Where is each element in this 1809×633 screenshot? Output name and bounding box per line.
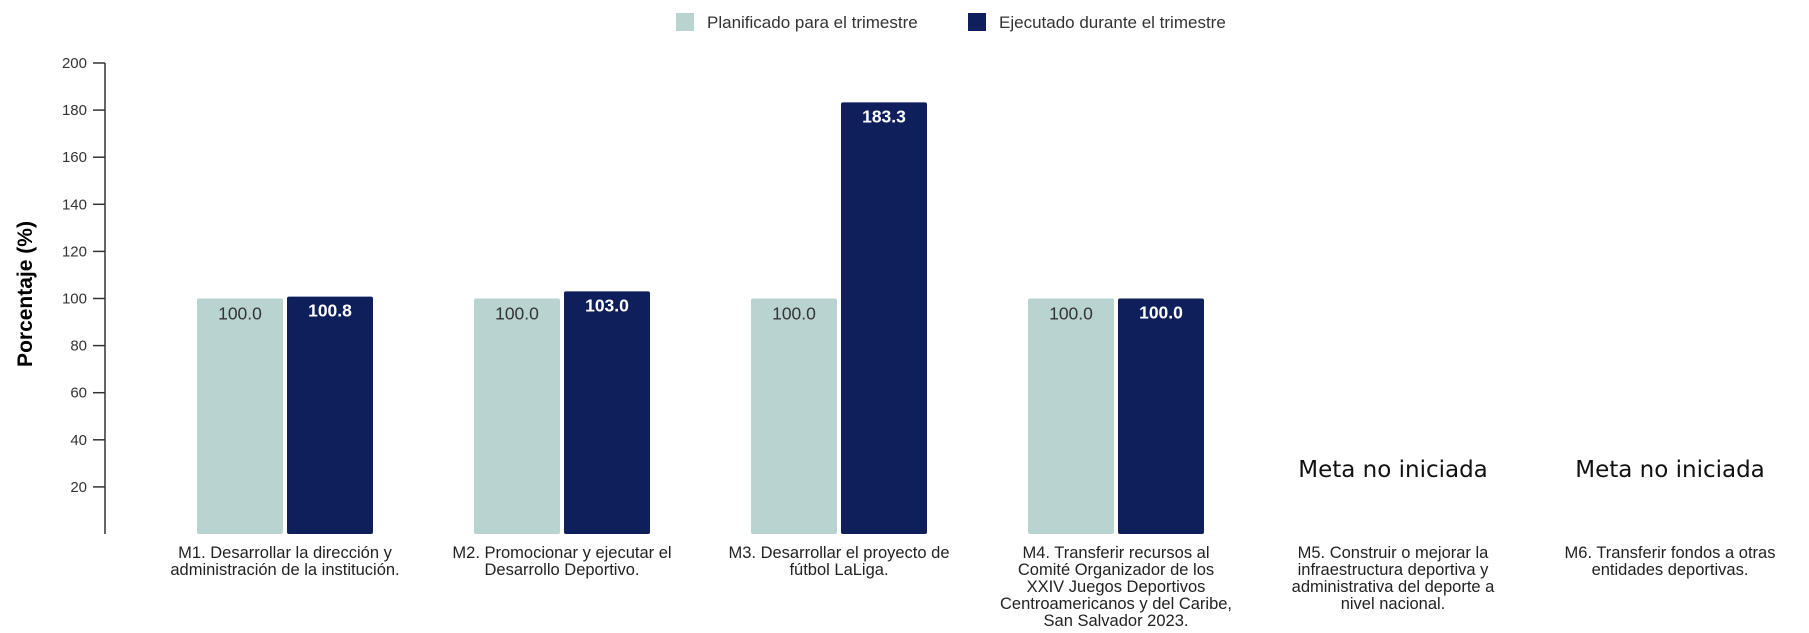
- category-label-m1: administración de la institución.: [170, 561, 399, 579]
- y-tick-label: 80: [70, 338, 87, 355]
- bar-executed-m3: [841, 102, 927, 535]
- category-label-m5: infraestructura deportiva y: [1298, 561, 1490, 579]
- category-label-m5: nivel nacional.: [1341, 595, 1446, 613]
- category-label-m4: Comité Organizador de los: [1018, 561, 1214, 579]
- annotation-goal-not-started-m5: Meta no iniciada: [1298, 457, 1488, 483]
- category-label-m3: fútbol LaLiga.: [789, 561, 888, 579]
- y-tick-label: 100: [62, 291, 87, 308]
- bar-planned-m4: [1028, 298, 1114, 534]
- y-axis-title: Porcentaje (%): [14, 221, 37, 367]
- y-tick-label: 140: [62, 196, 87, 213]
- category-label-m6: entidades deportivas.: [1592, 561, 1749, 579]
- y-tick-label: 120: [62, 243, 87, 260]
- bar-executed-m4: [1118, 298, 1204, 534]
- data-label-executed-m3: 183.3: [862, 106, 906, 126]
- y-tick-label: 60: [70, 385, 87, 402]
- data-label-executed-m2: 103.0: [585, 295, 629, 315]
- bar-executed-m1: [287, 296, 373, 534]
- y-tick-label: 200: [62, 55, 87, 72]
- category-label-m6: M6. Transferir fondos a otras: [1565, 544, 1776, 562]
- data-label-planned-m2: 100.0: [495, 304, 539, 324]
- y-tick-label: 40: [70, 432, 87, 449]
- data-label-planned-m3: 100.0: [772, 304, 816, 324]
- category-label-m2: Desarrollo Deportivo.: [485, 561, 640, 579]
- y-tick-label: 180: [62, 102, 87, 119]
- data-label-planned-m4: 100.0: [1049, 304, 1093, 324]
- category-label-m1: M1. Desarrollar la dirección y: [178, 544, 392, 562]
- legend-swatch-executed: [968, 13, 986, 31]
- category-label-m4: San Salvador 2023.: [1044, 612, 1189, 628]
- data-label-executed-m4: 100.0: [1139, 303, 1183, 323]
- category-label-m5: administrativa del deporte a: [1292, 578, 1496, 596]
- category-label-m2: M2. Promocionar y ejecutar el: [452, 544, 671, 562]
- data-label-planned-m1: 100.0: [218, 304, 262, 324]
- category-label-m3: M3. Desarrollar el proyecto de: [728, 544, 949, 562]
- bar-planned-m2: [474, 298, 560, 534]
- y-tick-label: 160: [62, 149, 87, 166]
- y-tick-label: 20: [70, 479, 87, 496]
- bar-planned-m3: [751, 298, 837, 534]
- category-label-m4: XXIV Juegos Deportivos: [1027, 578, 1206, 596]
- legend-label-planned: Planificado para el trimestre: [707, 13, 918, 32]
- bar-executed-m2: [564, 291, 650, 534]
- category-label-m4: M4. Transferir recursos al: [1022, 544, 1209, 562]
- category-label-m4: Centroamericanos y del Caribe,: [1000, 595, 1232, 613]
- annotation-goal-not-started-m6: Meta no iniciada: [1575, 457, 1765, 483]
- bar-planned-m1: [197, 298, 283, 534]
- data-label-executed-m1: 100.8: [308, 301, 352, 321]
- legend-label-executed: Ejecutado durante el trimestre: [999, 13, 1226, 32]
- legend-swatch-planned: [676, 13, 694, 31]
- category-label-m5: M5. Construir o mejorar la: [1298, 544, 1490, 562]
